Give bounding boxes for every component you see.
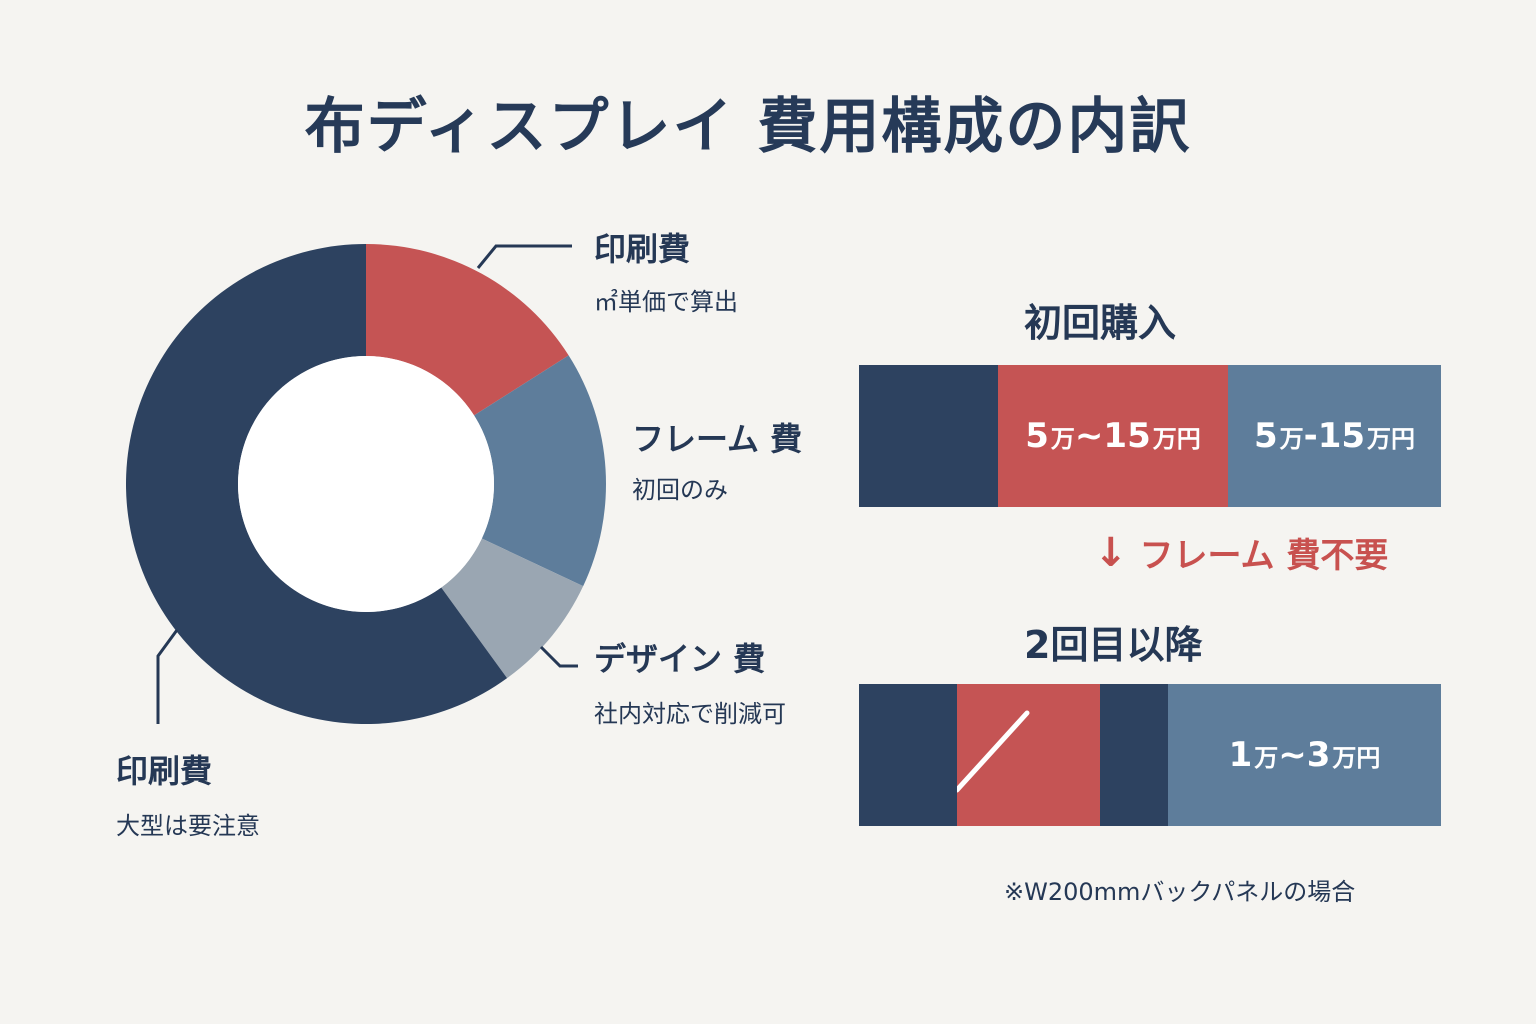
label-design-note: 社内対応で削減可 bbox=[594, 700, 786, 728]
frame-not-needed-note: ↓ フレーム 費不要 bbox=[1094, 528, 1388, 577]
page-title: 布ディスプレイ 費用構成の内訳 bbox=[304, 92, 1192, 162]
label-print-top: 印刷費 ㎡単価で算出 bbox=[594, 224, 738, 317]
repeat-bar-seg-navy-2 bbox=[1100, 684, 1168, 826]
first-bar-seg-frame: 5 万 -15 万円 bbox=[1228, 365, 1441, 507]
repeat-seg4-n2: ~3 bbox=[1278, 735, 1331, 775]
frame-not-needed-text: フレーム 費不要 bbox=[1139, 536, 1389, 576]
repeat-seg4-u2: 万円 bbox=[1332, 743, 1381, 772]
label-design: デザイン 費 社内対応で削減可 bbox=[594, 634, 786, 729]
first-seg2-u1: 万 bbox=[1050, 424, 1075, 453]
label-print-bottom-note: 大型は要注意 bbox=[116, 812, 260, 840]
leader-line-print-top bbox=[476, 244, 572, 269]
repeat-bar-seg-navy-1 bbox=[859, 684, 957, 826]
repeat-seg4-n1: 1 bbox=[1228, 735, 1253, 775]
first-seg2-n2: ~15 bbox=[1074, 416, 1151, 456]
label-frame-note: 初回のみ bbox=[632, 476, 728, 504]
leader-line-print-bottom bbox=[156, 629, 179, 724]
footnote: ※W200mmバックパネルの場合 bbox=[1004, 878, 1356, 906]
leader-line-design bbox=[539, 645, 578, 668]
first-purchase-title: 初回購入 bbox=[1024, 301, 1177, 345]
label-print-top-title: 印刷費 bbox=[594, 230, 691, 268]
first-seg3-n1: 5 bbox=[1253, 416, 1278, 456]
slash-icon bbox=[957, 710, 1030, 793]
label-design-title: デザイン 費 bbox=[594, 640, 766, 678]
label-frame-title: フレーム 費 bbox=[632, 420, 803, 458]
repeat-bar-seg-frame: 1 万 ~3 万円 bbox=[1168, 684, 1441, 826]
first-seg3-u2: 万円 bbox=[1367, 424, 1416, 453]
first-purchase-bar: 5 万 ~15 万円 5 万 -15 万円 bbox=[859, 365, 1441, 507]
repeat-purchase-bar: 1 万 ~3 万円 bbox=[859, 684, 1441, 826]
donut-slice-print-top bbox=[366, 244, 569, 416]
donut-slice-print-bottom bbox=[126, 244, 508, 724]
first-seg3-u1: 万 bbox=[1279, 424, 1304, 453]
first-bar-seg-print: 5 万 ~15 万円 bbox=[998, 365, 1228, 507]
label-print-top-note: ㎡単価で算出 bbox=[594, 288, 738, 316]
repeat-bar-seg-print bbox=[957, 684, 1100, 826]
label-print-bottom: 印刷費 大型は要注意 bbox=[116, 746, 260, 841]
donut-hole bbox=[238, 356, 494, 612]
first-seg3-n2: -15 bbox=[1303, 416, 1366, 456]
first-bar-seg-navy bbox=[859, 365, 998, 507]
label-frame: フレーム 費 初回のみ bbox=[632, 414, 802, 505]
repeat-purchase-title: 2回目以降 bbox=[1024, 623, 1203, 667]
first-seg2-u2: 万円 bbox=[1152, 424, 1201, 453]
label-print-bottom-title: 印刷費 bbox=[116, 752, 213, 790]
donut-slice-frame bbox=[474, 355, 606, 587]
down-arrow-icon: ↓ bbox=[1094, 529, 1128, 576]
donut-slice-design bbox=[441, 538, 584, 679]
repeat-seg4-u1: 万 bbox=[1254, 743, 1279, 772]
first-seg2-n1: 5 bbox=[1025, 416, 1049, 456]
